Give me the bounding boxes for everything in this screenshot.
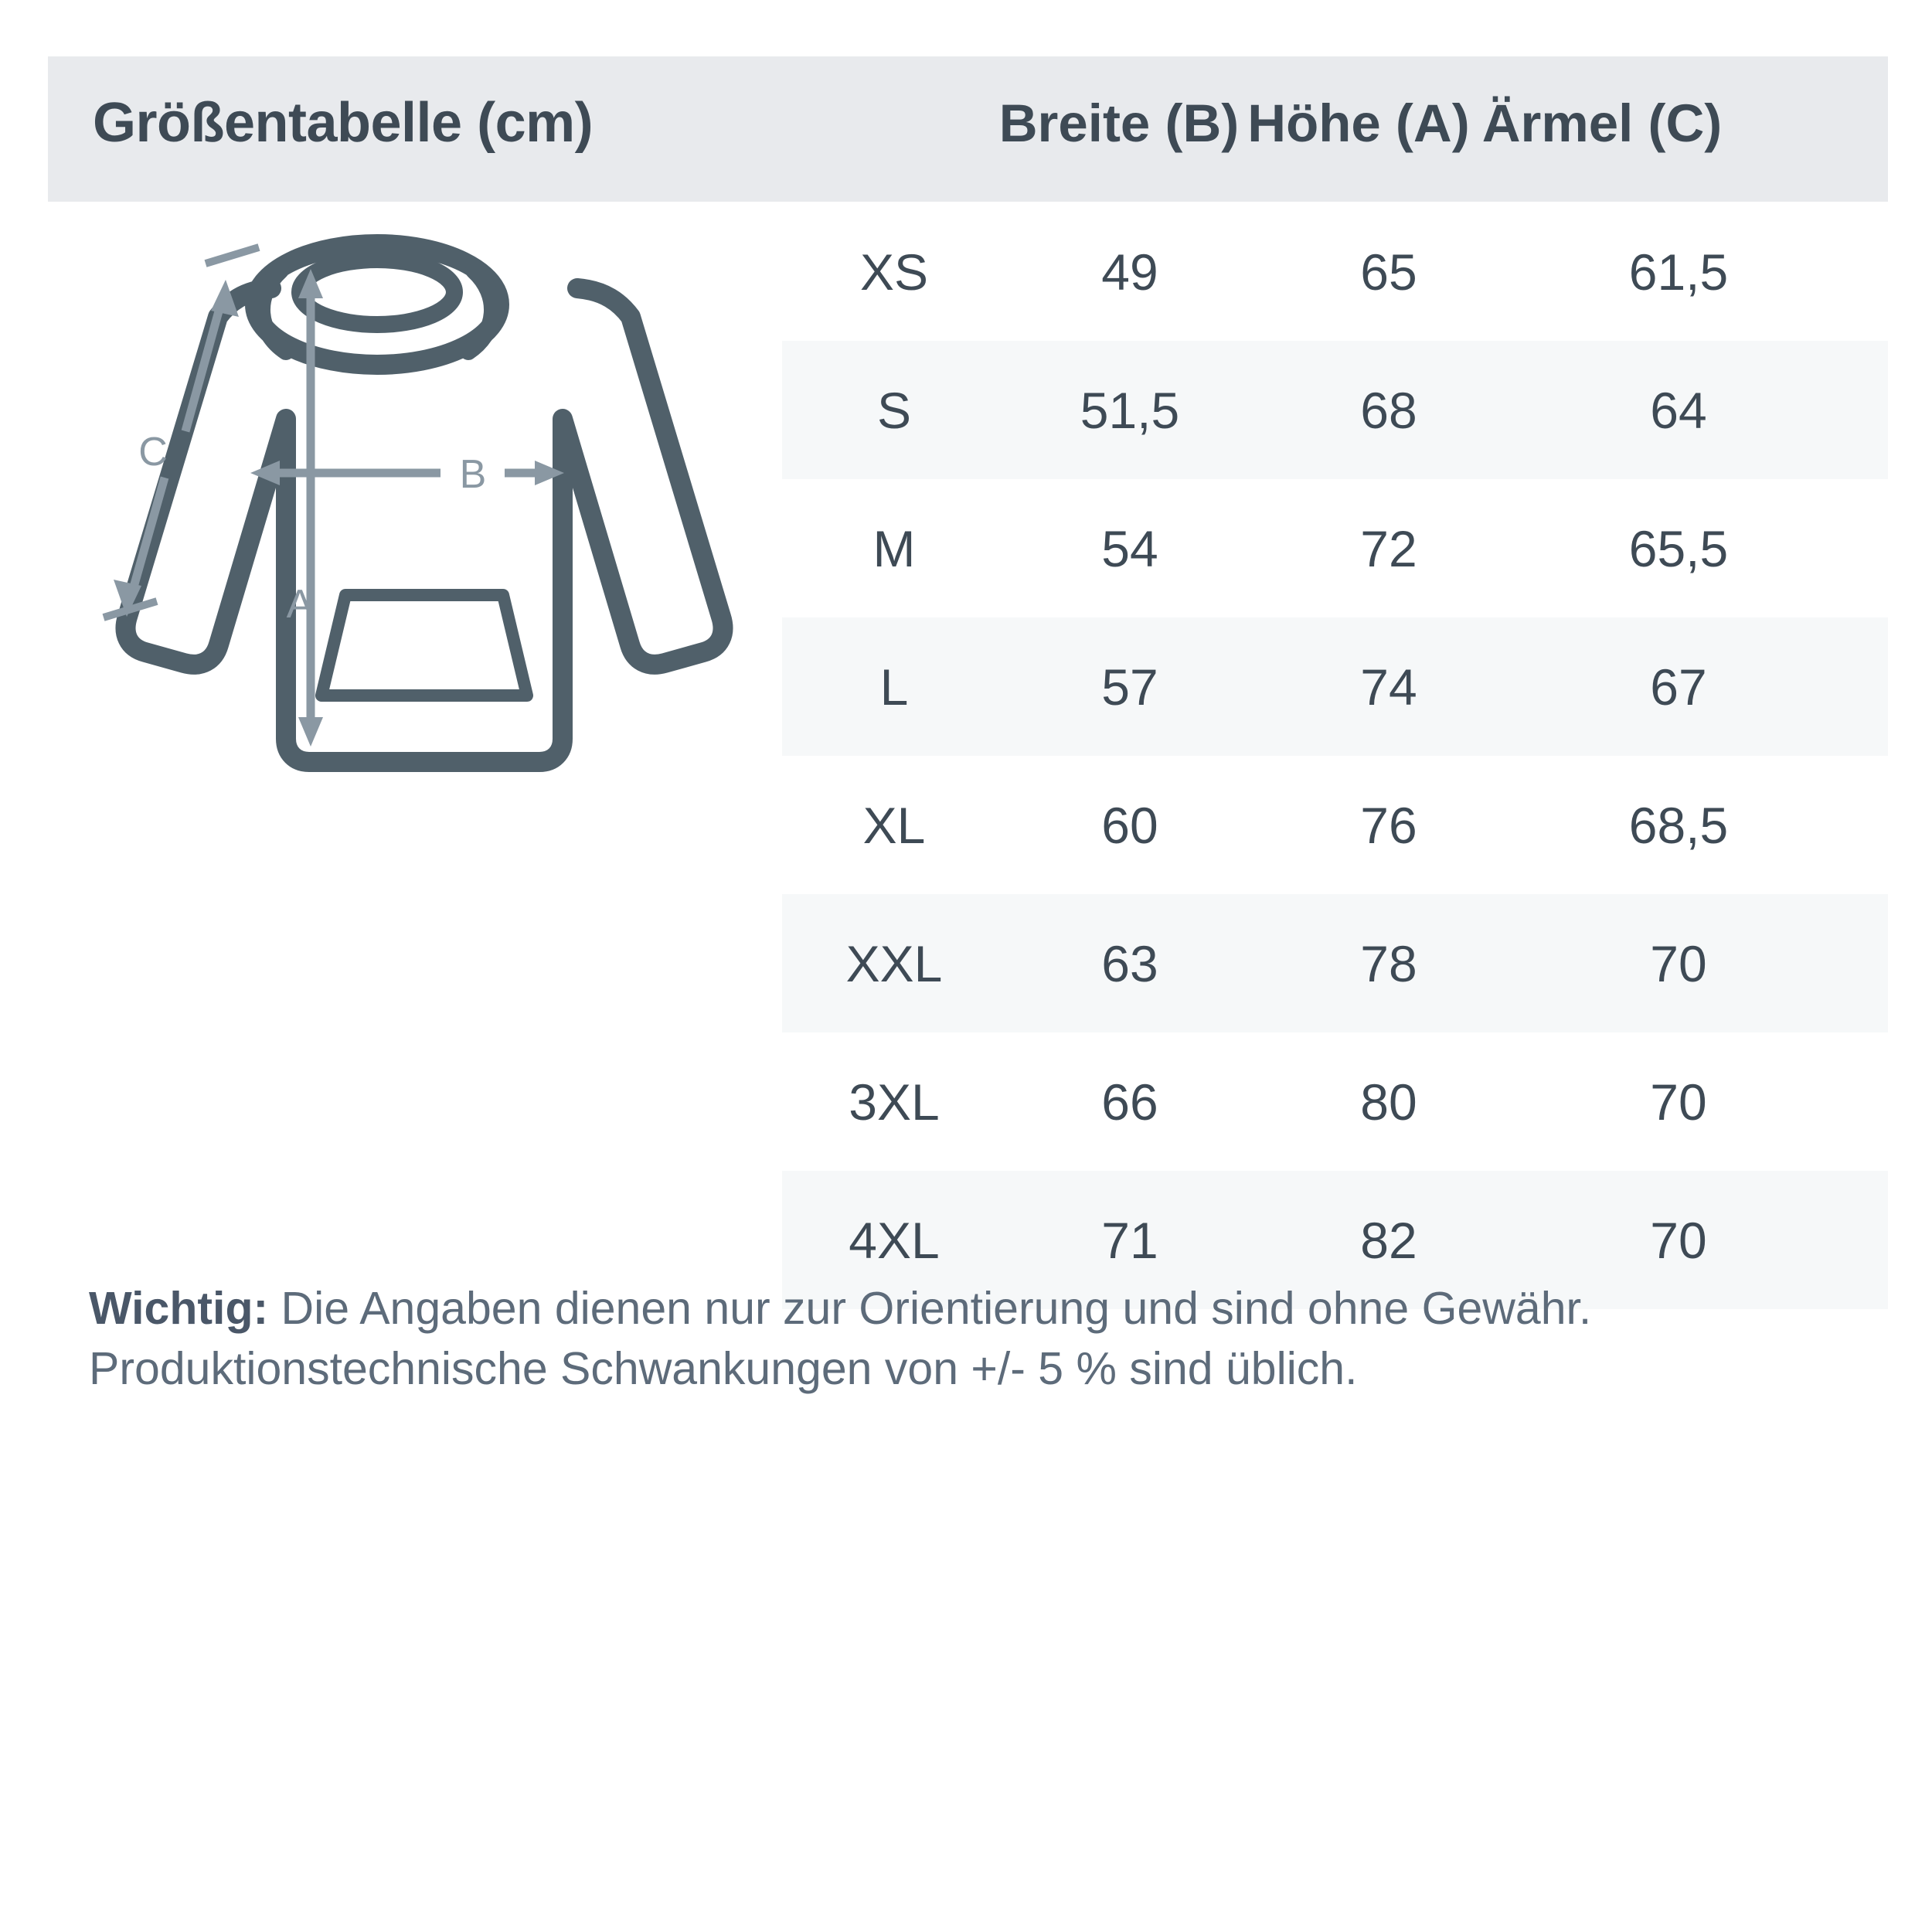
cell-aermel: 65,5 [1628,519,1729,577]
hoodie-measurement-illustration: A B C [54,224,773,842]
cell-aermel: 68,5 [1628,796,1729,854]
dimension-arrow-c [102,243,260,621]
disclaimer-text: Die Angaben dienen nur zur Orientierung … [89,1283,1592,1395]
cell-aermel: 64 [1650,381,1707,439]
cell-size: 3XL [849,1073,940,1131]
cell-hoehe: 65 [1360,243,1417,301]
table-row: XXL 63 78 70 [782,894,1888,1032]
cell-breite: 60 [1101,796,1158,854]
dimension-arrow-b [250,461,564,485]
cell-hoehe: 74 [1360,658,1417,716]
column-header-breite: Breite (B) [998,94,1240,153]
cell-breite: 54 [1101,519,1158,577]
dimension-labels: A B C [138,430,486,627]
cell-aermel: 70 [1650,1073,1707,1131]
cell-hoehe: 68 [1360,381,1417,439]
disclaimer-label: Wichtig: [89,1283,269,1334]
cell-aermel: 61,5 [1628,243,1729,301]
cell-size: XS [859,243,929,301]
size-table: XS 49 65 61,5 S 51,5 68 64 M 54 72 65,5 … [782,202,1888,1309]
table-row: S 51,5 68 64 [782,341,1888,479]
dimension-label-b: B [460,452,487,497]
cell-hoehe: 78 [1360,934,1417,992]
cell-hoehe: 76 [1360,796,1417,854]
table-row: XS 49 65 61,5 [782,202,1888,341]
table-row: M 54 72 65,5 [782,479,1888,617]
column-header-aermel: Ärmel (C) [1481,94,1723,153]
dimension-arrow-a [298,269,323,747]
disclaimer-note: Wichtig: Die Angaben dienen nur zur Orie… [89,1278,1889,1400]
dimension-label-a: A [287,582,314,627]
cell-size: XXL [845,934,943,992]
table-row: L 57 74 67 [782,617,1888,756]
hoodie-outline-icon [115,234,733,772]
cell-breite: 71 [1101,1211,1158,1269]
table-row: XL 60 76 68,5 [782,756,1888,894]
header-band [48,56,1888,202]
cell-aermel: 70 [1650,934,1707,992]
cell-breite: 66 [1101,1073,1158,1131]
cell-size: S [876,381,912,439]
cell-breite: 63 [1101,934,1158,992]
cell-aermel: 67 [1650,658,1707,716]
table-row: 4XL 71 82 70 [782,1171,1888,1309]
page-title: Größentabelle (cm) [93,92,594,154]
column-headers: Breite (B) Höhe (A) Ärmel (C) [995,93,1730,154]
cell-size: 4XL [849,1211,940,1269]
cell-breite: 51,5 [1080,381,1180,439]
cell-size: L [879,658,909,716]
cell-aermel: 70 [1650,1211,1707,1269]
cell-breite: 49 [1101,243,1158,301]
cell-hoehe: 82 [1360,1211,1417,1269]
cell-hoehe: 80 [1360,1073,1417,1131]
column-header-hoehe: Höhe (A) [1247,94,1470,153]
cell-size: XL [862,796,926,854]
pocket-icon [315,589,533,702]
cell-breite: 57 [1101,658,1158,716]
cell-hoehe: 72 [1360,519,1417,577]
dimension-label-c: C [138,430,168,474]
cell-size: M [872,519,916,577]
table-row: 3XL 66 80 70 [782,1032,1888,1171]
dimension-arrows [102,243,564,747]
